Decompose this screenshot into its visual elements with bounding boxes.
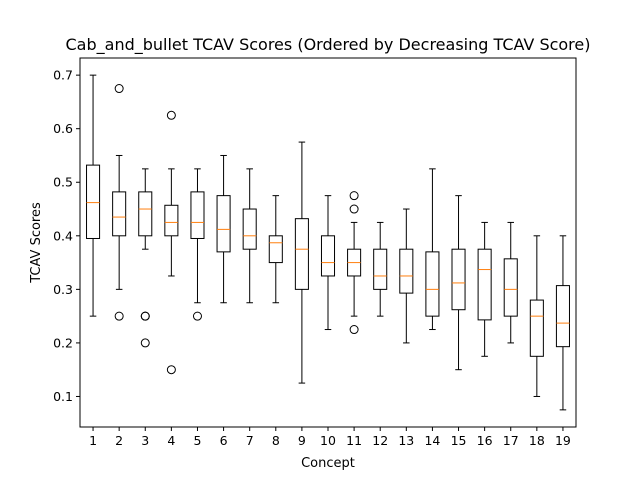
x-tick-label: 16 bbox=[477, 433, 493, 448]
y-tick-label: 0.6 bbox=[53, 121, 73, 136]
box-2 bbox=[112, 84, 127, 321]
x-tick-label: 3 bbox=[141, 433, 149, 448]
plot-area bbox=[86, 74, 570, 411]
y-axis-ticks: 0.1 0.2 0.3 0.4 0.5 0.6 0.7 bbox=[53, 68, 80, 404]
box-10 bbox=[320, 195, 336, 331]
box-17 bbox=[503, 221, 518, 344]
x-tick-label: 14 bbox=[424, 433, 440, 448]
chart-title: Cab_and_bullet TCAV Scores (Ordered by D… bbox=[66, 35, 591, 55]
iqr-box bbox=[112, 191, 127, 237]
iqr-box bbox=[399, 248, 414, 294]
x-tick-label: 2 bbox=[115, 433, 123, 448]
x-tick-label: 10 bbox=[320, 433, 336, 448]
iqr-box bbox=[268, 235, 283, 264]
outlier-point bbox=[349, 204, 359, 214]
x-tick-label: 9 bbox=[298, 433, 306, 448]
box-19 bbox=[555, 235, 570, 411]
iqr-box bbox=[216, 195, 231, 253]
y-tick-label: 0.5 bbox=[53, 175, 73, 190]
x-tick-label: 8 bbox=[272, 433, 280, 448]
iqr-box bbox=[529, 299, 544, 357]
box-14 bbox=[425, 168, 440, 331]
x-tick-label: 6 bbox=[220, 433, 228, 448]
x-tick-label: 4 bbox=[167, 433, 175, 448]
x-tick-label: 11 bbox=[346, 433, 362, 448]
iqr-box bbox=[242, 208, 257, 250]
box-5 bbox=[190, 168, 205, 321]
iqr-box bbox=[320, 235, 336, 277]
iqr-box bbox=[503, 258, 518, 317]
x-tick-label: 1 bbox=[89, 433, 97, 448]
y-tick-label: 0.7 bbox=[53, 68, 73, 83]
iqr-box bbox=[164, 204, 179, 237]
box-9 bbox=[294, 141, 309, 384]
y-tick-label: 0.1 bbox=[53, 389, 73, 404]
x-tick-label: 15 bbox=[451, 433, 467, 448]
box-15 bbox=[451, 195, 466, 371]
box-1 bbox=[86, 74, 101, 317]
y-tick-label: 0.3 bbox=[53, 282, 73, 297]
outlier-point bbox=[140, 338, 150, 348]
x-tick-label: 13 bbox=[398, 433, 414, 448]
box-18 bbox=[529, 235, 544, 397]
outlier-point bbox=[166, 110, 176, 120]
iqr-box bbox=[555, 285, 570, 348]
box-11 bbox=[347, 191, 362, 335]
y-tick-label: 0.2 bbox=[53, 335, 73, 350]
box-13 bbox=[399, 208, 414, 344]
x-tick-label: 5 bbox=[193, 433, 201, 448]
outlier-point bbox=[114, 84, 124, 94]
iqr-box bbox=[86, 164, 101, 239]
outlier-point bbox=[349, 191, 359, 201]
axes-frame bbox=[79, 57, 577, 428]
x-axis-label: Concept bbox=[301, 456, 355, 471]
iqr-box bbox=[373, 248, 388, 290]
x-tick-label: 19 bbox=[555, 433, 571, 448]
iqr-box bbox=[190, 191, 205, 239]
iqr-box bbox=[425, 251, 440, 317]
x-tick-label: 12 bbox=[372, 433, 388, 448]
x-tick-label: 18 bbox=[529, 433, 545, 448]
box-7 bbox=[242, 168, 257, 304]
box-12 bbox=[373, 221, 388, 317]
x-tick-label: 7 bbox=[246, 433, 254, 448]
iqr-box bbox=[294, 218, 309, 290]
box-4 bbox=[164, 110, 179, 375]
x-axis-ticks: 1 2 3 4 5 6 7 8 9 10 11 12 13 14 15 16 17 18 19 bbox=[89, 427, 571, 448]
iqr-box bbox=[451, 248, 466, 311]
outlier-point bbox=[114, 311, 124, 321]
box-8 bbox=[268, 195, 283, 304]
iqr-box bbox=[138, 191, 153, 237]
box-6 bbox=[216, 154, 231, 304]
y-axis-label: TCAV Scores bbox=[29, 202, 44, 284]
outlier-point bbox=[192, 311, 202, 321]
outlier-point bbox=[349, 325, 359, 335]
outlier-point bbox=[140, 311, 150, 321]
box-3 bbox=[138, 168, 153, 348]
x-tick-label: 17 bbox=[503, 433, 519, 448]
box-16 bbox=[477, 221, 492, 357]
outlier-point bbox=[166, 365, 176, 375]
y-tick-label: 0.4 bbox=[53, 228, 73, 243]
iqr-box bbox=[477, 248, 492, 321]
